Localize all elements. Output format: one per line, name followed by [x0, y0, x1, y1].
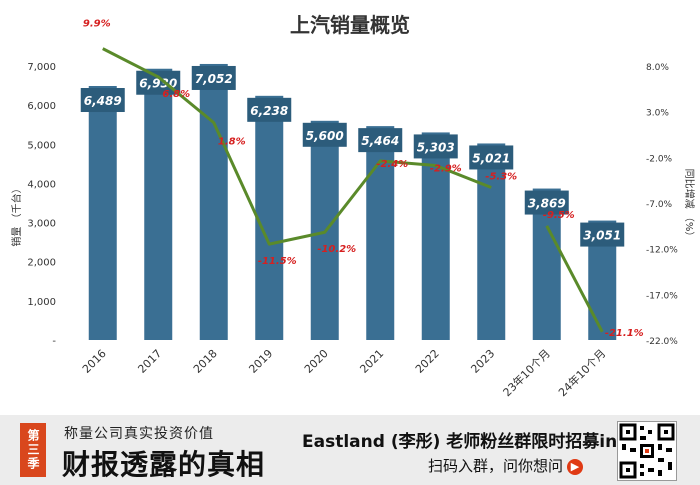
banner-subtitle: 称量公司真实投资价值: [64, 426, 214, 442]
season-badge: 第三季: [20, 423, 46, 477]
y-tick-label: 6,000: [27, 101, 56, 112]
y2-tick-label: -12.0%: [646, 246, 678, 256]
line-value-label: 1.8%: [218, 137, 246, 148]
bar-value-label: 5,464: [361, 134, 399, 148]
y-tick-label: 4,000: [27, 179, 56, 190]
y-tick-label: 5,000: [27, 140, 56, 151]
bar: [255, 95, 284, 340]
y-axis-label: 销量 （千台）: [10, 183, 23, 246]
bar-value-label: 5,600: [306, 129, 344, 143]
recruit-text: Eastland (李彤) 老师粉丝群限时招募ing: [302, 432, 630, 452]
bar: [144, 68, 173, 341]
x-axis-ticks: 2016 2017 2018 2019 2020 2021 2022 2023 23年10个月 2…: [80, 346, 608, 399]
scan-text: 扫码入群，问你想问: [428, 457, 564, 475]
bar-series: 6,489 6,930 7,052 6,238 5,600 5,464 5,303 5,021…: [80, 63, 625, 341]
y2-tick-label: -22.0%: [646, 337, 678, 347]
y-tick-label: 3,000: [27, 219, 56, 230]
x-tick-label: 2023: [468, 347, 497, 376]
bar-value-label: 3,869: [528, 197, 566, 211]
bar-value-label: 6,930: [139, 77, 177, 91]
x-tick-label: 2017: [135, 347, 164, 376]
line-value-label: -2.9%: [430, 164, 462, 175]
line-segment: [102, 47, 492, 246]
bar-value-label: 6,489: [84, 94, 122, 108]
chart: 上汽销量概览 销量 （千台） 同比增减 （%） 6,489 6,930 7,052 6…: [10, 13, 696, 399]
bar-value-label: 5,303: [417, 140, 455, 154]
y2-tick-label: 3.0%: [646, 109, 669, 119]
x-tick-label: 24年10个月: [555, 346, 608, 399]
y2-tick-label: -2.0%: [646, 154, 673, 164]
x-tick-label: 2022: [413, 347, 442, 376]
bar-value-badge: [80, 88, 125, 113]
y2-axis-label: 同比增减 （%）: [683, 169, 696, 242]
bar-value-badge: [524, 190, 569, 215]
bar-value-badge: [302, 122, 347, 147]
line-value-label: 9.9%: [83, 19, 111, 30]
line-series: 9.9% 6.8% 1.8% -11.5% -10.2% -2.4% -2.9% -5.3% -…: [83, 19, 644, 339]
chart-title: 上汽销量概览: [290, 13, 410, 37]
y2-axis-ticks: 8.0% 3.0% -2.0% -7.0% -12.0% -17.0% -22.0%: [646, 63, 678, 347]
bar-value-badge: [580, 222, 625, 247]
y-tick-label: -: [52, 336, 56, 347]
line-value-label: -11.5%: [258, 256, 297, 267]
bar: [477, 143, 506, 340]
line-value-label: -9.5%: [543, 210, 575, 221]
x-tick-label: 2021: [357, 347, 386, 376]
line-value-label: -21.1%: [605, 328, 644, 339]
line-segment: [545, 225, 604, 333]
y-tick-label: 7,000: [27, 62, 56, 73]
bar-value-label: 7,052: [195, 72, 233, 86]
x-tick-label: 2019: [246, 347, 275, 376]
y2-tick-label: -17.0%: [646, 291, 678, 301]
x-tick-label: 2016: [80, 347, 109, 376]
bar-value-label: 3,051: [583, 229, 621, 243]
bar-value-badge: [413, 134, 458, 159]
line-value-label: 6.8%: [162, 89, 190, 100]
bar-value-badge: [469, 145, 514, 170]
x-tick-label: 2018: [191, 347, 220, 376]
bar-value-label: 5,021: [472, 151, 510, 165]
bar: [199, 63, 228, 341]
qr-code-icon[interactable]: [617, 421, 677, 481]
line-value-label: -10.2%: [317, 244, 356, 255]
scan-cta[interactable]: 扫码入群，问你想问 ▶: [428, 455, 584, 476]
promo-banner: 第三季 称量公司真实投资价值 财报透露的真相 Eastland (李彤) 老师粉…: [0, 415, 700, 485]
x-tick-label: 2020: [302, 347, 331, 376]
line-value-label: -5.3%: [485, 171, 517, 182]
bar: [88, 86, 117, 340]
y-axis-ticks: - 1,000 2,000 3,000 4,000 5,000 6,000 7,000: [27, 62, 56, 347]
bar-value-badge: [247, 97, 292, 122]
bar-value-badge: [358, 128, 403, 153]
bar-value-label: 6,238: [250, 104, 288, 118]
y-tick-label: 2,000: [27, 258, 56, 269]
x-tick-label: 23年10个月: [500, 346, 553, 399]
y-tick-label: 1,000: [27, 297, 56, 308]
line-value-label: -2.4%: [376, 159, 408, 170]
y2-tick-label: 8.0%: [646, 63, 669, 73]
play-arrow-icon: ▶: [567, 458, 584, 475]
y2-tick-label: -7.0%: [646, 200, 673, 210]
bar-value-badge: [191, 65, 236, 90]
banner-title: 财报透露的真相: [62, 448, 266, 481]
